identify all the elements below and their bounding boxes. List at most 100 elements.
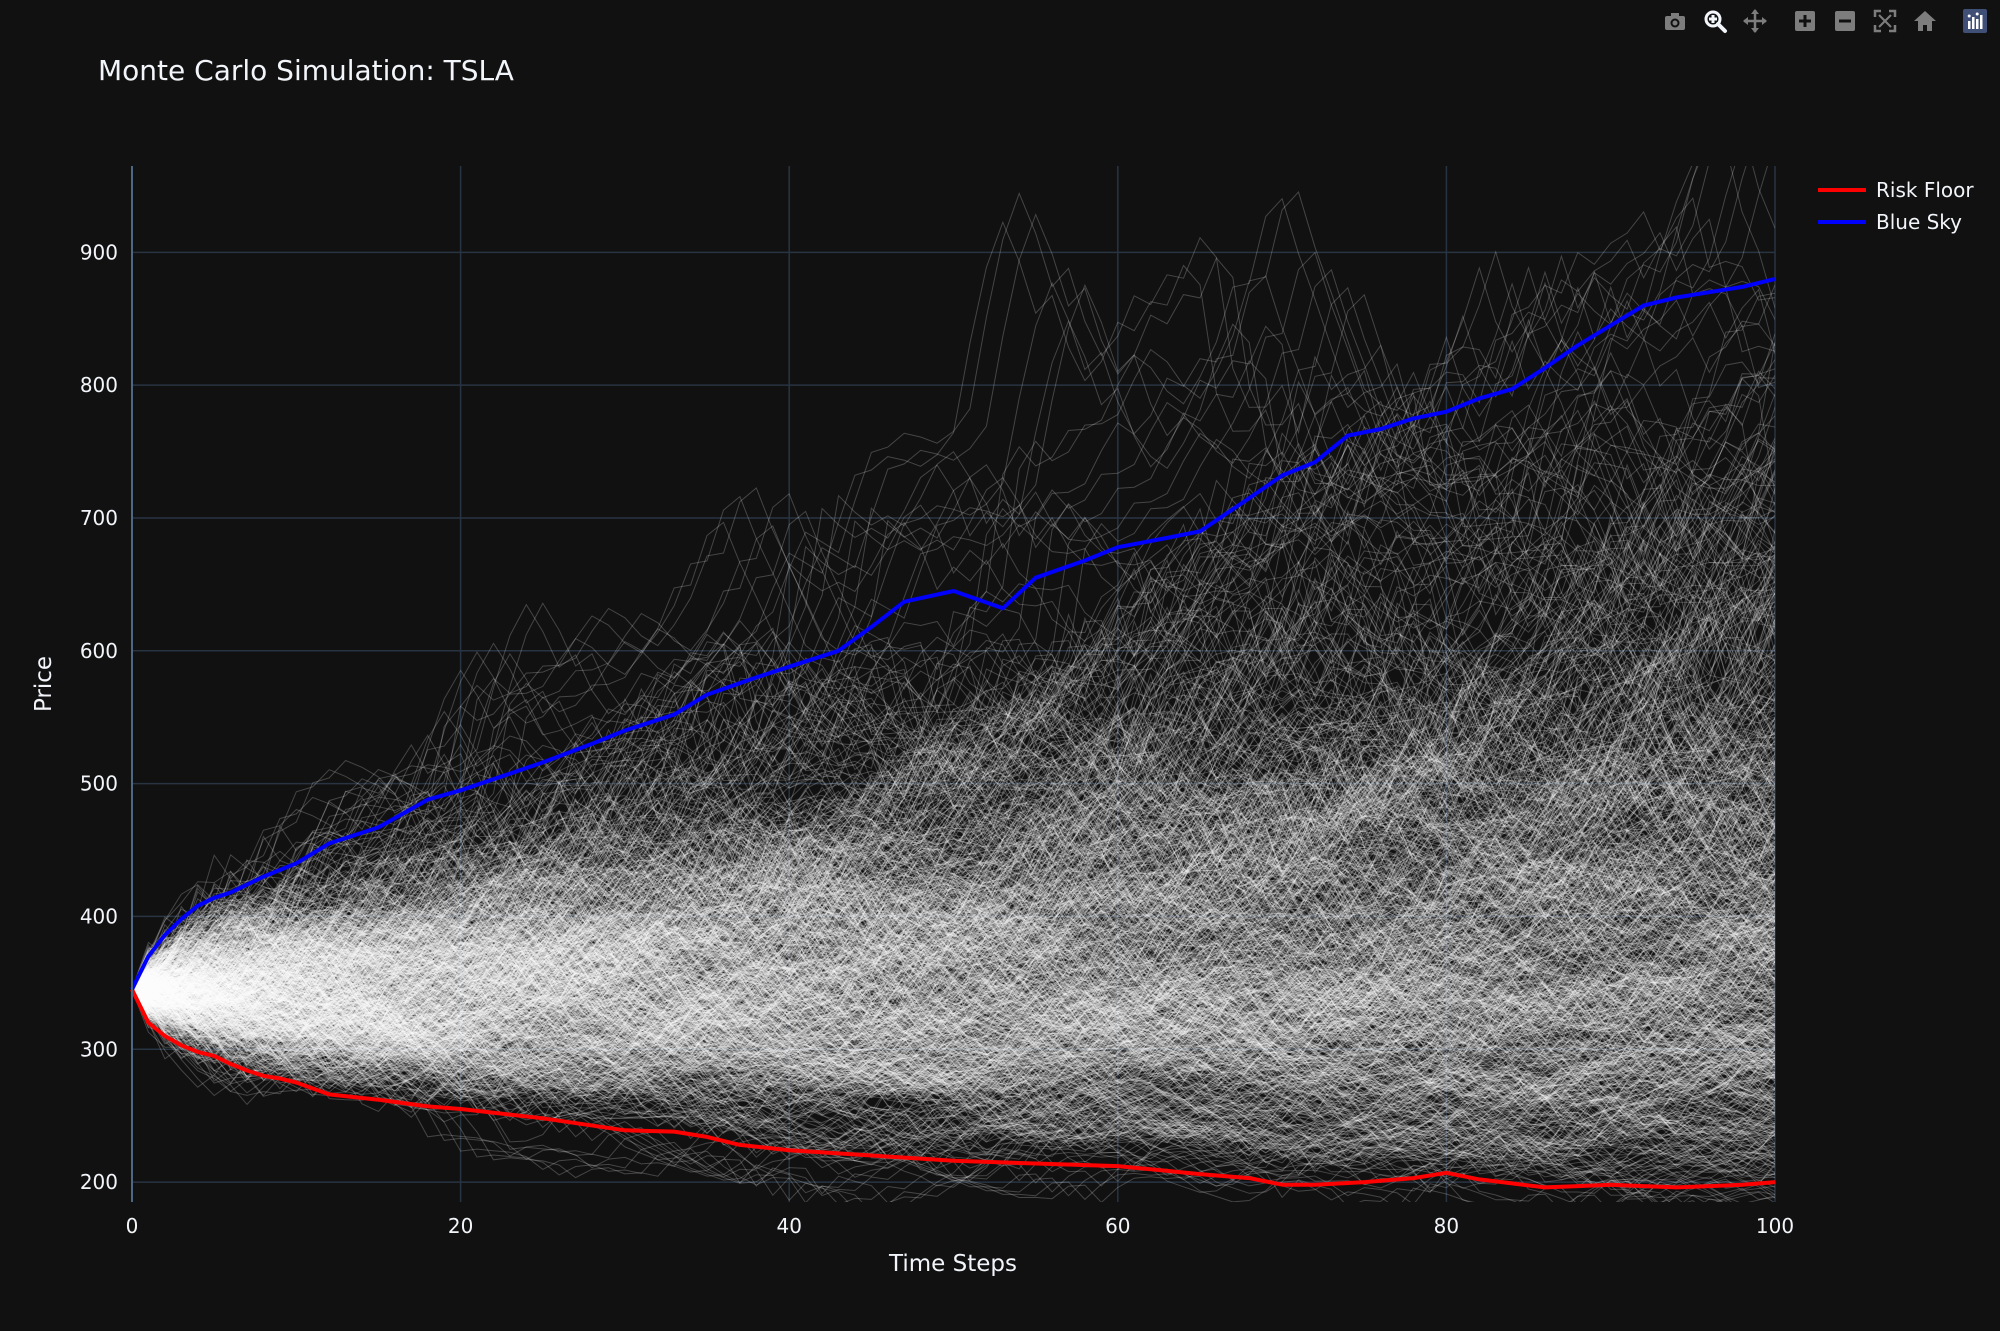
simulated-path bbox=[132, 767, 1775, 1003]
simulated-path bbox=[132, 551, 1775, 1008]
simulated-path bbox=[132, 696, 1775, 1001]
simulated-path bbox=[132, 627, 1775, 1044]
camera-button[interactable] bbox=[1658, 4, 1692, 38]
simulated-path bbox=[132, 821, 1775, 1005]
plotly-logo-button[interactable] bbox=[1958, 4, 1992, 38]
simulated-path bbox=[132, 906, 1775, 1044]
simulated-path bbox=[132, 598, 1775, 990]
simulated-path bbox=[132, 806, 1775, 1037]
simulated-path bbox=[132, 981, 1775, 1161]
simulated-path bbox=[132, 861, 1775, 1007]
simulated-path bbox=[132, 563, 1775, 1042]
simulated-path bbox=[132, 746, 1775, 1003]
zoom-out-button[interactable] bbox=[1828, 4, 1862, 38]
simulated-path bbox=[132, 821, 1775, 1061]
simulated-path bbox=[132, 847, 1775, 1022]
simulated-path bbox=[132, 823, 1775, 1011]
simulated-path bbox=[132, 497, 1775, 1002]
autoscale-button[interactable] bbox=[1868, 4, 1902, 38]
simulated-path bbox=[132, 681, 1775, 996]
simulated-path bbox=[132, 969, 1775, 1183]
simulated-path bbox=[132, 808, 1775, 1067]
simulated-path bbox=[132, 847, 1775, 1036]
modebar bbox=[1658, 4, 1992, 38]
simulated-path bbox=[132, 941, 1775, 1104]
simulated-path bbox=[132, 579, 1775, 1075]
simulated-path bbox=[132, 942, 1775, 1111]
simulated-path bbox=[132, 873, 1775, 1040]
home-button[interactable] bbox=[1908, 4, 1942, 38]
simulated-path bbox=[132, 908, 1775, 1101]
simulated-path bbox=[132, 742, 1775, 990]
simulated-path bbox=[132, 899, 1775, 1079]
simulated-path bbox=[132, 918, 1775, 1129]
simulated-path bbox=[132, 819, 1775, 1014]
simulated-path bbox=[132, 778, 1775, 1023]
simulated-path bbox=[132, 643, 1775, 990]
simulated-path bbox=[132, 717, 1775, 1038]
simulated-path bbox=[132, 985, 1775, 1165]
simulated-path bbox=[132, 944, 1775, 1069]
simulated-path bbox=[132, 930, 1775, 1062]
simulated-path bbox=[132, 794, 1775, 1090]
simulated-path bbox=[132, 802, 1775, 1018]
simulated-path bbox=[132, 743, 1775, 1007]
simulated-path bbox=[132, 714, 1775, 990]
simulated-path bbox=[132, 948, 1775, 1142]
simulated-path bbox=[132, 982, 1775, 1166]
simulated-path bbox=[132, 704, 1775, 1082]
simulated-path bbox=[132, 753, 1775, 1007]
simulated-path bbox=[132, 963, 1775, 1180]
simulated-path bbox=[132, 864, 1775, 1080]
simulated-path bbox=[132, 895, 1775, 1079]
zoom-in-button[interactable] bbox=[1788, 4, 1822, 38]
x-tick-label: 20 bbox=[448, 1214, 473, 1238]
simulated-path bbox=[132, 823, 1775, 1097]
zoom-button[interactable] bbox=[1698, 4, 1732, 38]
simulated-path bbox=[132, 786, 1775, 1012]
chart-title: Monte Carlo Simulation: TSLA bbox=[98, 54, 514, 87]
simulated-path bbox=[132, 916, 1775, 1087]
simulated-path bbox=[132, 845, 1775, 1019]
simulated-path bbox=[132, 596, 1775, 990]
simulated-path bbox=[132, 973, 1775, 1131]
simulated-path bbox=[132, 744, 1775, 1010]
simulated-path bbox=[132, 989, 1775, 1170]
simulated-path bbox=[132, 734, 1775, 1002]
simulated-path bbox=[132, 955, 1775, 1124]
simulated-path bbox=[132, 939, 1775, 1131]
simulated-path bbox=[132, 989, 1775, 1123]
simulated-path bbox=[132, 853, 1775, 1093]
simulated-path bbox=[132, 595, 1775, 1057]
simulated-path bbox=[132, 927, 1775, 1142]
simulated-path bbox=[132, 772, 1775, 1019]
simulated-path bbox=[132, 906, 1775, 1048]
simulated-path bbox=[132, 342, 1775, 1009]
simulated-path bbox=[132, 911, 1775, 1140]
simulated-path bbox=[132, 693, 1775, 990]
pan-button[interactable] bbox=[1738, 4, 1772, 38]
simulated-path bbox=[132, 862, 1775, 1087]
simulated-path bbox=[132, 947, 1775, 1119]
simulated-path bbox=[132, 974, 1775, 1181]
simulated-path bbox=[132, 560, 1775, 1013]
simulated-path bbox=[132, 791, 1775, 994]
simulated-path bbox=[132, 925, 1775, 1177]
simulated-path bbox=[132, 600, 1775, 990]
camera-icon bbox=[1665, 13, 1685, 30]
simulated-path bbox=[132, 974, 1775, 1113]
simulated-path bbox=[132, 923, 1775, 1053]
x-tick-label: 80 bbox=[1434, 1214, 1459, 1238]
simulated-path bbox=[132, 805, 1775, 990]
simulated-path bbox=[132, 866, 1775, 1028]
simulated-path bbox=[132, 989, 1775, 1156]
simulated-path bbox=[132, 825, 1775, 1004]
simulated-path bbox=[132, 924, 1775, 1202]
simulated-path bbox=[132, 957, 1775, 1090]
simulated-path bbox=[132, 958, 1775, 1122]
simulated-path bbox=[132, 660, 1775, 1068]
simulated-path bbox=[132, 783, 1775, 1006]
simulated-path bbox=[132, 931, 1775, 1127]
simulated-path bbox=[132, 919, 1775, 1119]
simulated-path bbox=[132, 926, 1775, 1070]
